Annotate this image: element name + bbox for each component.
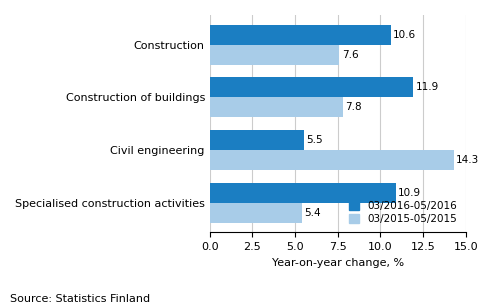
X-axis label: Year-on-year change, %: Year-on-year change, % [272, 258, 404, 268]
Bar [210, 130, 304, 150]
Text: 5.5: 5.5 [306, 135, 323, 145]
Text: 5.4: 5.4 [305, 208, 321, 218]
Bar [210, 202, 302, 223]
Bar [210, 45, 339, 65]
Text: 11.9: 11.9 [415, 82, 439, 92]
Bar [210, 25, 390, 45]
Text: Source: Statistics Finland: Source: Statistics Finland [10, 294, 150, 304]
Bar [210, 150, 454, 170]
Bar [210, 183, 396, 202]
Text: 7.8: 7.8 [346, 102, 362, 112]
Text: 10.6: 10.6 [393, 30, 416, 40]
Bar [210, 98, 343, 117]
Text: 10.9: 10.9 [398, 188, 422, 198]
Text: 7.6: 7.6 [342, 50, 358, 60]
Legend: 03/2016-05/2016, 03/2015-05/2015: 03/2016-05/2016, 03/2015-05/2015 [346, 198, 460, 227]
Text: 14.3: 14.3 [457, 155, 480, 165]
Bar [210, 78, 413, 98]
